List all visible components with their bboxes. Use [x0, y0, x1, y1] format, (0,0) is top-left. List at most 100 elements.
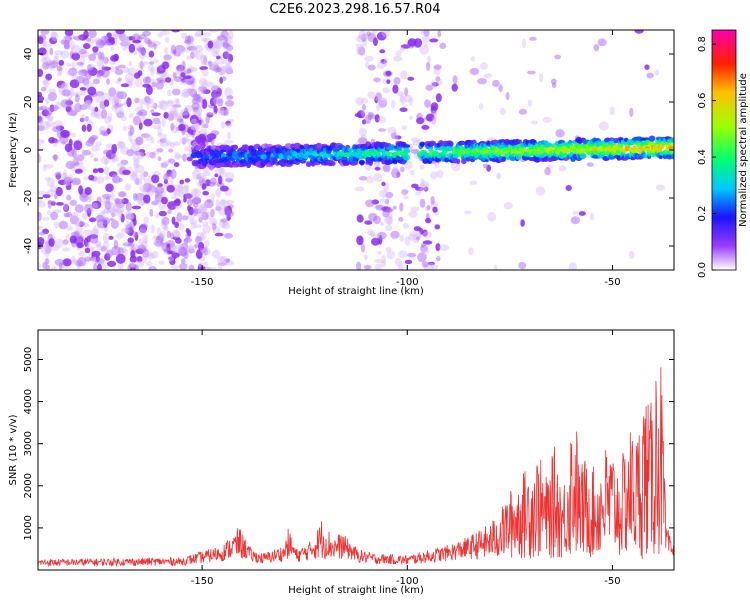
noise-speck: [151, 112, 161, 117]
noise-speck: [183, 251, 189, 260]
noise-speck: [423, 231, 432, 239]
noise-speck: [212, 249, 221, 259]
noise-speck: [42, 217, 50, 221]
noise-speck: [367, 229, 373, 237]
noise-speck: [192, 196, 202, 204]
noise-speck: [92, 46, 99, 53]
noise-speck: [117, 204, 124, 215]
noise-speck: [209, 112, 218, 116]
noise-speck: [74, 168, 83, 174]
noise-speck: [378, 128, 387, 132]
noise-speck: [134, 164, 145, 174]
x-tick-label: -100: [396, 277, 419, 288]
noise-speck: [157, 103, 165, 109]
noise-speck: [181, 91, 190, 99]
noise-speck: [146, 97, 155, 104]
noise-speck: [166, 185, 175, 193]
noise-speck: [196, 210, 203, 218]
noise-speck: [54, 53, 60, 62]
noise-speck: [150, 185, 156, 193]
noise-speck: [149, 151, 156, 159]
noise-speck: [518, 262, 527, 270]
noise-speck: [144, 177, 148, 185]
noise-speck: [111, 249, 117, 254]
noise-speck: [471, 56, 476, 62]
noise-speck: [221, 76, 227, 81]
noise-speck: [179, 137, 190, 144]
noise-speck: [371, 233, 380, 239]
noise-speck: [499, 107, 506, 115]
noise-speck: [137, 244, 147, 253]
noise-speck: [163, 222, 168, 231]
noise-speck: [60, 129, 70, 138]
noise-speck: [176, 212, 183, 223]
noise-speck: [364, 220, 373, 225]
noise-speck: [386, 194, 392, 200]
colorbar-tick-label: 0.4: [697, 149, 708, 165]
noise-speck: [68, 67, 78, 77]
noise-speck: [56, 65, 63, 72]
noise-speck: [354, 112, 365, 118]
noise-speck: [169, 232, 175, 240]
noise-speck: [74, 204, 84, 213]
noise-speck: [399, 94, 405, 103]
noise-speck: [137, 238, 148, 245]
signal-speck: [459, 141, 466, 145]
noise-speck: [204, 266, 211, 270]
signal-speck: [347, 147, 354, 152]
noise-speck: [147, 41, 156, 48]
noise-speck: [57, 179, 67, 186]
noise-speck: [195, 50, 204, 60]
snr-x-ticks: -150 -100 -50: [191, 330, 621, 587]
noise-speck: [120, 213, 125, 223]
colorbar-tick-label: 0.2: [697, 206, 708, 222]
noise-speck: [47, 200, 56, 205]
noise-speck: [62, 89, 71, 97]
noise-speck: [211, 192, 215, 203]
noise-speck: [393, 55, 403, 62]
noise-speck: [71, 75, 78, 79]
noise-speck: [88, 30, 97, 39]
noise-speck: [382, 87, 390, 94]
noise-speck: [133, 158, 140, 167]
noise-speck: [382, 209, 390, 218]
noise-speck: [363, 254, 368, 261]
noise-speck: [413, 238, 420, 244]
noise-speck: [161, 118, 166, 128]
noise-speck: [153, 171, 161, 176]
noise-speck: [69, 215, 79, 225]
noise-speck: [149, 104, 158, 108]
noise-speck: [139, 184, 149, 193]
chart-title: C2E6.2023.298.16.57.R04: [269, 2, 441, 17]
noise-speck: [77, 154, 85, 162]
noise-speck: [38, 36, 44, 45]
noise-speck: [383, 57, 388, 67]
noise-speck: [176, 45, 186, 55]
noise-speck: [71, 132, 76, 138]
noise-speck: [366, 31, 372, 37]
noise-speck: [408, 115, 414, 120]
noise-speck: [586, 162, 594, 167]
noise-speck: [171, 113, 180, 121]
noise-speck: [226, 131, 232, 140]
noise-speck: [141, 254, 148, 263]
noise-speck: [183, 184, 190, 189]
signal-speck: [461, 158, 467, 165]
noise-speck: [503, 202, 513, 210]
noise-speck: [597, 38, 607, 47]
noise-speck: [157, 32, 163, 38]
noise-speck: [190, 188, 198, 197]
noise-speck: [196, 96, 204, 103]
noise-speck: [430, 80, 437, 89]
noise-speck: [76, 242, 84, 249]
noise-speck: [452, 75, 458, 84]
noise-speck: [374, 160, 380, 169]
y-tick-label: 40: [23, 48, 34, 61]
noise-speck: [213, 96, 218, 106]
noise-speck: [593, 44, 600, 52]
noise-speck: [224, 122, 233, 128]
noise-speck: [87, 86, 97, 96]
noise-speck: [92, 168, 99, 174]
noise-speck: [95, 141, 102, 147]
noise-speck: [203, 55, 208, 65]
